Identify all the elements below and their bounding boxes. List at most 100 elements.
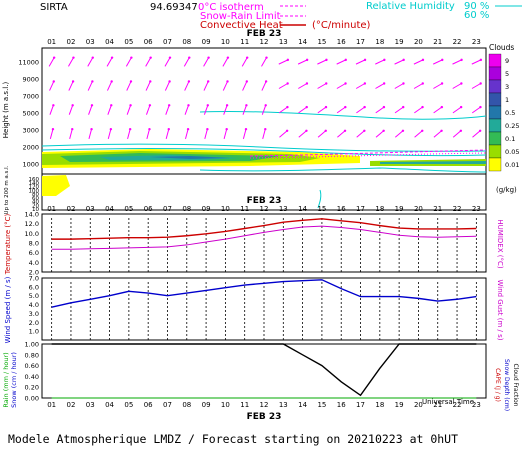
wind-arrow-head bbox=[460, 58, 463, 62]
wind-arrow-head bbox=[421, 58, 425, 62]
rh-contour-low bbox=[317, 189, 322, 209]
wind-arrow-head bbox=[207, 56, 210, 59]
rain-x-tick-04: 04 bbox=[105, 401, 114, 409]
wind-arrow-head bbox=[129, 104, 132, 107]
wind-arrow-head bbox=[264, 80, 268, 83]
wind-arrow bbox=[48, 57, 55, 67]
rh-contour-3 bbox=[199, 167, 487, 173]
cloud-top-x-tick-22: 22 bbox=[453, 38, 462, 46]
wind-arrow-head bbox=[168, 56, 172, 59]
cloud-top-x-tick-03: 03 bbox=[86, 38, 95, 46]
wind-arrow-head bbox=[226, 80, 229, 83]
wind-arrow bbox=[375, 130, 384, 138]
cloud-legend-swatch bbox=[488, 92, 502, 107]
wind-arrow-head bbox=[305, 82, 309, 85]
wind-arrow bbox=[184, 105, 189, 115]
cloud-y-tick-3000: 3000 bbox=[22, 127, 39, 135]
wind-arrow bbox=[471, 59, 482, 65]
legend-convective-label: Convective Heat bbox=[200, 20, 283, 31]
isotherm-line bbox=[249, 149, 487, 157]
wind-arrow-head bbox=[344, 82, 347, 85]
wind-arrow-head bbox=[421, 129, 424, 132]
wind-arrow-head bbox=[382, 105, 386, 109]
rain-y-tick-0.80: 0.80 bbox=[25, 351, 39, 359]
cloud-top-x-tick-08: 08 bbox=[182, 38, 191, 46]
cloud-legend-level-0.25: 0.25 bbox=[505, 122, 519, 130]
wind-arrow bbox=[452, 83, 462, 89]
rain-y-tick-0.20: 0.20 bbox=[25, 384, 39, 392]
cloud-top-x-tick-06: 06 bbox=[144, 38, 153, 46]
cloud-top-x-tick-09: 09 bbox=[202, 38, 211, 46]
rh-contour-1 bbox=[41, 143, 487, 152]
wind-arrow bbox=[471, 106, 481, 114]
cloud-top-x-tick-10: 10 bbox=[221, 38, 230, 46]
cloud-y-low-tick-60: 60 bbox=[32, 196, 39, 202]
wind-arrow bbox=[49, 105, 54, 115]
wind-arrow-head bbox=[245, 104, 248, 107]
cloud-top-x-tick-23: 23 bbox=[472, 38, 481, 46]
cloud-legend-swatch bbox=[488, 66, 502, 81]
rain-x-tick-21: 21 bbox=[433, 401, 442, 409]
wind-arrow bbox=[203, 81, 209, 91]
wind-arrow bbox=[88, 129, 93, 139]
cloud-top-x-tick-18: 18 bbox=[375, 38, 384, 46]
wind-arrow bbox=[471, 83, 481, 89]
cloud-fraction-y-label: Cloud Fraction bbox=[512, 364, 519, 407]
temp-x-tick-21: 21 bbox=[433, 205, 442, 213]
wind-arrow bbox=[261, 105, 267, 115]
wind-arrow-head bbox=[71, 104, 74, 107]
wind-arrow-head bbox=[207, 80, 210, 83]
wind-arrow-head bbox=[382, 129, 385, 132]
wind-arrow-head bbox=[109, 127, 113, 131]
wind-arrow bbox=[242, 129, 247, 139]
rain-x-tick-22: 22 bbox=[453, 401, 462, 409]
temp-series-1 bbox=[51, 225, 477, 250]
cloud-y-tick-1000: 1000 bbox=[22, 161, 39, 169]
cloud-legend-level-5: 5 bbox=[505, 70, 509, 78]
rain-x-tick-02: 02 bbox=[66, 401, 75, 409]
cloud-y-low-tick-120: 120 bbox=[29, 185, 40, 191]
wind-arrow bbox=[87, 57, 94, 67]
wind-arrow bbox=[49, 81, 55, 91]
wind-arrow-head bbox=[265, 56, 268, 59]
wind-arrow-head bbox=[71, 127, 74, 131]
rain-y-tick-0.40: 0.40 bbox=[25, 373, 39, 381]
rain-x-tick-05: 05 bbox=[124, 401, 133, 409]
wind-y-tick-4.0: 4.0 bbox=[29, 301, 39, 309]
cloud-legend-swatch bbox=[488, 105, 502, 120]
wind-arrow bbox=[222, 81, 228, 91]
wind-arrow bbox=[394, 83, 404, 89]
cloud-y-tick-7000: 7000 bbox=[22, 93, 39, 101]
temp-x-tick-19: 19 bbox=[395, 205, 404, 213]
wind-arrow-head bbox=[479, 82, 482, 85]
cloud-y-low-tick-100: 100 bbox=[29, 188, 40, 194]
wind-arrow-head bbox=[110, 104, 113, 107]
rain-x-tick-01: 01 bbox=[47, 401, 56, 409]
cloud-y-low-tick-160: 160 bbox=[29, 177, 40, 183]
wind-arrow-head bbox=[245, 80, 249, 83]
wind-arrow bbox=[183, 57, 190, 67]
cloud-top-x-tick-21: 21 bbox=[433, 38, 442, 46]
wind-arrow-head bbox=[110, 80, 113, 83]
wind-arrow-head bbox=[363, 105, 366, 109]
wind-arrow bbox=[356, 130, 365, 138]
wind-arrow-head bbox=[325, 58, 328, 62]
wind-arrow bbox=[433, 106, 443, 114]
wind-y-tick-7.0: 7.0 bbox=[29, 275, 39, 283]
temp-x-tick-14: 14 bbox=[298, 205, 307, 213]
temp-x-tick-12: 12 bbox=[260, 205, 269, 213]
wind-arrow bbox=[375, 106, 385, 114]
cloud-top-x-tick-17: 17 bbox=[356, 38, 365, 46]
wind-arrow bbox=[414, 106, 423, 114]
wind-y-tick-2.0: 2.0 bbox=[29, 319, 39, 327]
gust-y-label: Wind Gust (m / s) bbox=[496, 279, 504, 340]
wind-arrow-head bbox=[402, 82, 405, 85]
legend-rh-60: 60 % bbox=[464, 10, 489, 21]
rain-x-tick-10: 10 bbox=[221, 401, 230, 409]
wind-arrow bbox=[165, 129, 170, 139]
wind-arrow bbox=[126, 81, 132, 91]
cloud-y-label: Height (m a.s.l.) bbox=[2, 82, 10, 139]
wind-arrow bbox=[241, 57, 248, 67]
rain-x-tick-08: 08 bbox=[182, 401, 191, 409]
legend-isotherm-label: 0°C isotherm bbox=[198, 2, 264, 13]
